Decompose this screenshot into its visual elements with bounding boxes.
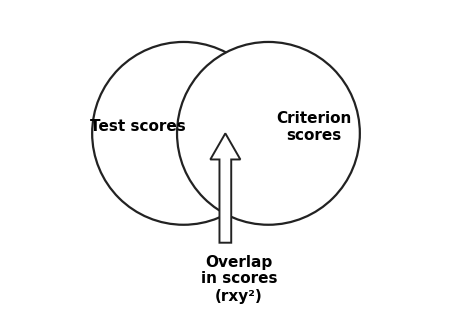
- Polygon shape: [210, 133, 240, 243]
- Text: Test scores: Test scores: [90, 119, 185, 134]
- Text: in scores: in scores: [200, 271, 277, 286]
- Text: Overlap: Overlap: [205, 255, 272, 270]
- Text: (rxy²): (rxy²): [215, 289, 262, 304]
- Text: Criterion
scores: Criterion scores: [276, 111, 351, 143]
- Circle shape: [92, 42, 274, 225]
- Circle shape: [177, 42, 359, 225]
